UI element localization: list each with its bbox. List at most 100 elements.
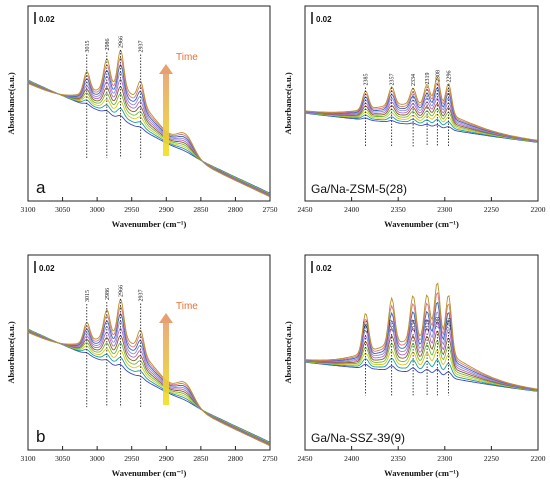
scale-label: 0.02 bbox=[39, 264, 55, 273]
x-axis-label: Wavenumber (cm⁻¹) bbox=[112, 219, 187, 229]
x-tick-label: 2850 bbox=[193, 454, 208, 463]
scale-label: 0.02 bbox=[39, 15, 55, 24]
series-line bbox=[304, 87, 538, 142]
peak-label: 2308 bbox=[435, 317, 441, 329]
x-tick-label: 2200 bbox=[531, 205, 546, 214]
time-arrow-head bbox=[159, 64, 173, 74]
peak-label: 2334 bbox=[411, 320, 417, 332]
series-line bbox=[304, 301, 538, 391]
x-tick-label: 2800 bbox=[228, 454, 243, 463]
x-axis-label: Wavenumber (cm⁻¹) bbox=[384, 219, 459, 229]
peak-label: 2357 bbox=[390, 74, 396, 86]
peak-label: 2937 bbox=[139, 290, 145, 302]
series-line bbox=[304, 108, 538, 143]
series-line bbox=[27, 305, 270, 446]
x-tick-label: 2350 bbox=[391, 205, 406, 214]
time-arrow-shaft bbox=[163, 321, 169, 405]
x-tick-label: 2300 bbox=[437, 205, 452, 214]
panel-c: 3100 3050 3000 2950 2900 2850 2800 2750 Wavenumb… bbox=[6, 254, 278, 478]
sample-label: Ga/Na-ZSM-5(28) bbox=[311, 182, 407, 196]
series-line bbox=[27, 49, 270, 198]
sample-label: Ga/Na-SSZ-39(9) bbox=[311, 431, 405, 445]
peak-label: 2986 bbox=[105, 288, 111, 300]
x-tick-label: 2250 bbox=[484, 205, 499, 214]
x-tick-label: 2750 bbox=[263, 205, 278, 214]
time-arrow-shaft bbox=[163, 72, 169, 156]
plot-frame bbox=[304, 254, 539, 451]
peak-label: 2319 bbox=[425, 320, 431, 332]
x-tick-label: 2900 bbox=[159, 454, 174, 463]
series-line bbox=[304, 112, 538, 143]
peak-label: 2296 bbox=[447, 71, 453, 83]
x-tick-label: 2450 bbox=[298, 454, 313, 463]
time-label: Time bbox=[176, 301, 198, 312]
peak-label: 3015 bbox=[85, 290, 91, 302]
x-tick-label: 3000 bbox=[90, 454, 105, 463]
series-line bbox=[27, 298, 270, 447]
x-tick-label: 2350 bbox=[391, 454, 406, 463]
peak-label: 2385 bbox=[364, 74, 370, 86]
series-line bbox=[304, 98, 538, 142]
x-tick-label: 3050 bbox=[55, 454, 70, 463]
y-axis-label: Absorbance(a.u.) bbox=[283, 72, 293, 135]
x-tick-label: 2300 bbox=[437, 454, 452, 463]
series-line bbox=[304, 361, 538, 392]
x-tick-label: 2900 bbox=[159, 205, 174, 214]
x-tick-label: 3050 bbox=[55, 205, 70, 214]
peak-label: 2385 bbox=[364, 321, 370, 333]
panel-b: 2450 2400 2350 2300 2250 2200 Wavenumber (cm⁻¹… bbox=[283, 5, 546, 229]
peak-label: 2937 bbox=[139, 41, 145, 53]
plot-frame bbox=[27, 254, 271, 451]
x-tick-label: 2800 bbox=[228, 205, 243, 214]
time-label: Time bbox=[176, 52, 198, 63]
series-line bbox=[304, 357, 538, 392]
plot-frame bbox=[27, 5, 271, 202]
peak-label: 3015 bbox=[85, 41, 91, 53]
peak-label: 2296 bbox=[447, 318, 453, 330]
x-tick-label: 3100 bbox=[21, 454, 36, 463]
panel-d: 2450 2400 2350 2300 2250 2200 Wavenumber (cm⁻¹… bbox=[283, 254, 546, 478]
series-line bbox=[304, 103, 538, 142]
x-tick-label: 3100 bbox=[21, 205, 36, 214]
peak-label: 2308 bbox=[435, 70, 441, 82]
series-line bbox=[304, 330, 538, 391]
series-line bbox=[27, 56, 270, 197]
x-tick-label: 2750 bbox=[263, 454, 278, 463]
peak-label: 2966 bbox=[119, 36, 125, 48]
peak-label: 2319 bbox=[425, 73, 431, 85]
series-line bbox=[304, 112, 538, 143]
series-line bbox=[304, 92, 538, 142]
series-line bbox=[304, 311, 538, 391]
peak-label: 2966 bbox=[119, 285, 125, 297]
series-line bbox=[304, 291, 538, 390]
peak-label: 2334 bbox=[411, 74, 417, 86]
x-tick-label: 2200 bbox=[531, 454, 546, 463]
x-tick-label: 2250 bbox=[484, 454, 499, 463]
panel-letter: b bbox=[36, 427, 45, 446]
x-axis-label: Wavenumber (cm⁻¹) bbox=[112, 468, 187, 478]
peak-label: 2357 bbox=[390, 320, 396, 332]
series-line bbox=[304, 111, 538, 143]
series-line bbox=[304, 76, 538, 141]
x-axis-label: Wavenumber (cm⁻¹) bbox=[384, 468, 459, 478]
series-line bbox=[304, 82, 538, 141]
y-axis-label: Absorbance(a.u.) bbox=[6, 321, 16, 384]
series-line bbox=[304, 282, 538, 390]
series-line bbox=[304, 320, 538, 391]
x-tick-label: 2400 bbox=[344, 454, 359, 463]
scale-label: 0.02 bbox=[316, 15, 332, 24]
plot-frame bbox=[304, 5, 539, 202]
x-tick-label: 2950 bbox=[124, 454, 139, 463]
panel-letter: a bbox=[36, 178, 46, 197]
x-tick-label: 2950 bbox=[124, 205, 139, 214]
series-line bbox=[304, 340, 538, 392]
x-tick-label: 2400 bbox=[344, 205, 359, 214]
x-tick-label: 3000 bbox=[90, 205, 105, 214]
y-axis-label: Absorbance(a.u.) bbox=[6, 72, 16, 135]
panel-a: 3100 3050 3000 2950 2900 2850 2800 2750 Wavenumb… bbox=[6, 5, 278, 229]
x-tick-label: 2850 bbox=[193, 205, 208, 214]
scale-label: 0.02 bbox=[316, 264, 332, 273]
time-arrow-head bbox=[159, 313, 173, 323]
y-axis-label: Absorbance(a.u.) bbox=[283, 321, 293, 384]
